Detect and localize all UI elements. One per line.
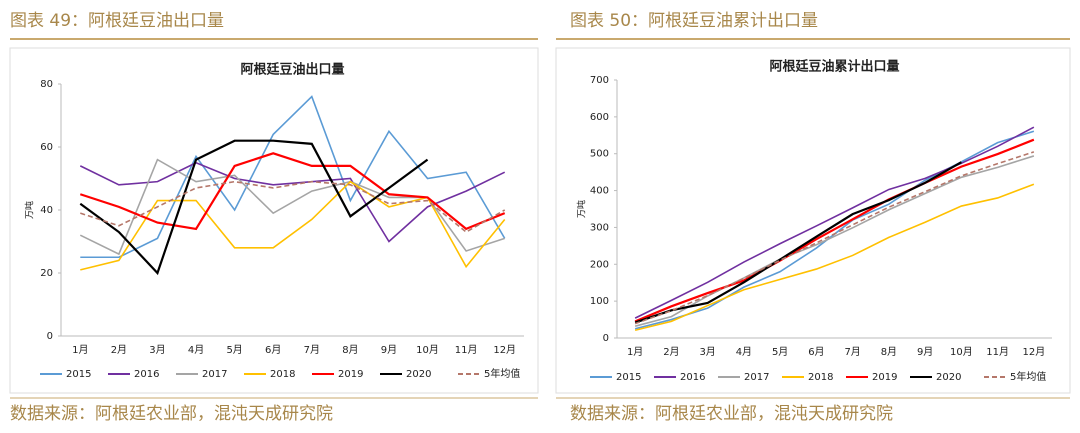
series-line [80,95,506,259]
x-tick-label: 1月 [72,344,88,356]
legend-label: 5年均值 [484,367,520,380]
y-tick-label: 0 [47,331,53,342]
x-tick-label: 12月 [1023,346,1046,358]
legend-label: 5年均值 [1010,370,1046,383]
x-tick-label: 5月 [772,346,788,358]
y-tick-label: 40 [40,205,53,216]
legend-label: 2015 [66,369,91,380]
panel-border [9,47,539,394]
figure-caption: 图表 50：阿根廷豆油累计出口量 [570,11,818,31]
x-tick-label: 7月 [844,346,860,358]
series-line [79,139,429,276]
series-line [634,161,962,324]
y-tick-label: 600 [590,112,609,123]
x-tick-label: 10月 [416,344,439,356]
legend-label: 2016 [680,372,705,383]
series-line [634,183,1035,332]
x-tick-label: 6月 [808,346,824,358]
series-line [80,180,506,234]
chart-title: 阿根廷豆油出口量 [240,62,344,78]
y-tick-label: 400 [590,186,609,197]
series-line [634,155,1035,327]
y-tick-label: 60 [40,142,53,153]
x-tick-label: 3月 [699,346,715,358]
y-tick-label: 200 [590,259,609,270]
legend-label: 2017 [744,372,769,383]
y-tick-label: 700 [590,75,609,86]
x-tick-label: 8月 [342,344,358,356]
legend-label: 2015 [616,372,641,383]
x-tick-label: 2月 [111,344,127,356]
x-tick-label: 1月 [627,346,643,358]
series-line [634,151,1035,325]
legend-label: 2016 [134,369,159,380]
chart-title: 阿根廷豆油累计出口量 [769,59,899,75]
legend-label: 2019 [872,372,897,383]
series-line [634,126,1035,319]
y-tick-label: 0 [603,333,609,344]
x-tick-label: 11月 [455,344,478,356]
x-tick-label: 2月 [663,346,679,358]
x-tick-label: 8月 [881,346,897,358]
source-note: 数据来源：阿根廷农业部，混沌天成研究院 [10,404,333,424]
source-note: 数据来源：阿根廷农业部，混沌天成研究院 [570,404,893,424]
legend-label: 2018 [808,372,833,383]
x-tick-label: 3月 [149,344,165,356]
x-tick-label: 12月 [493,344,516,356]
legend-label: 2020 [936,372,961,383]
y-axis-label: 万吨 [24,201,36,219]
x-tick-label: 4月 [736,346,752,358]
figure-caption: 图表 49：阿根廷豆油出口量 [10,11,224,31]
legend-label: 2019 [338,369,363,380]
x-tick-label: 6月 [265,344,281,356]
x-tick-label: 7月 [304,344,320,356]
y-tick-label: 500 [590,149,609,160]
x-tick-label: 10月 [950,346,973,358]
y-tick-label: 100 [590,296,609,307]
series-line [79,161,506,243]
series-line [634,138,1035,323]
legend-label: 2020 [406,369,431,380]
y-tick-label: 20 [40,268,53,279]
x-tick-label: 11月 [986,346,1009,358]
legend-label: 2017 [202,369,227,380]
panel-border [555,47,1071,394]
y-axis-label: 万吨 [576,200,588,218]
x-tick-label: 5月 [226,344,242,356]
series-line [79,152,506,231]
legend-label: 2018 [270,369,295,380]
x-tick-label: 4月 [188,344,204,356]
y-tick-label: 80 [40,79,53,90]
x-tick-label: 9月 [917,346,933,358]
x-tick-label: 9月 [381,344,397,356]
y-tick-label: 300 [590,222,609,233]
